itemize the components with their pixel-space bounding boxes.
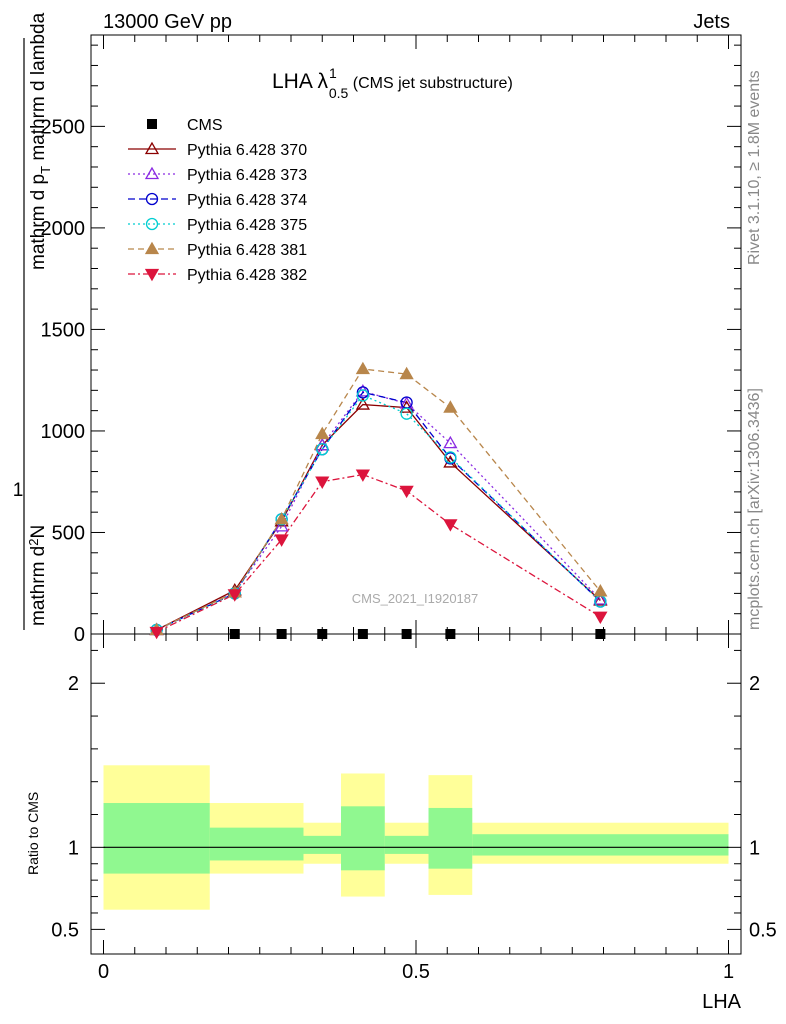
x-axis-label: LHA	[702, 991, 742, 1013]
series-3-point-4	[356, 389, 370, 402]
ratio-ytick-label-right-0: 0.5	[749, 919, 777, 941]
y-label-top-fraction: mathrm d2N	[26, 525, 49, 626]
y-label-top-denominator: mathrm d pT mathrm d lambda	[28, 12, 53, 270]
cms-data-point-5	[445, 629, 456, 639]
ratio-band-green-5	[428, 807, 473, 869]
series-line-0	[156, 403, 601, 631]
header-right: Jets	[693, 11, 730, 33]
series-4-point-3	[315, 426, 330, 440]
series-line-4	[156, 368, 601, 631]
series-1-point-7	[593, 592, 608, 605]
legend-label-2: Pythia 6.428 374	[187, 192, 307, 209]
legend-marker-4	[144, 241, 160, 255]
cms-data-point-0	[229, 629, 240, 639]
series-5-point-6	[443, 519, 458, 532]
legend-marker-5	[144, 268, 160, 282]
series-5-point-2	[274, 534, 289, 547]
legend-label-4: Pythia 6.428 381	[187, 242, 307, 259]
ratio-plot: 0 0.5 1 0.5 0.5 1 1 2 2	[51, 634, 777, 983]
series-4-point-4	[355, 361, 370, 375]
cms-data-point-4	[401, 629, 412, 639]
ratio-ytick-label-2: 2	[68, 673, 79, 695]
ratio-ytick-label-right-2: 2	[749, 673, 760, 695]
cms-data-point-3	[357, 629, 368, 639]
main-ytick-label-5: 2500	[41, 116, 86, 138]
main-plot: 0 500 1000 1500 2000 2500	[41, 35, 741, 646]
series-5-point-5	[399, 485, 414, 499]
legend-label-cms: CMS	[187, 117, 223, 134]
series-0-point-4	[355, 397, 370, 410]
main-ytick-label-4: 2000	[41, 218, 86, 240]
series-4-point-7	[593, 584, 608, 597]
xtick-label-1: 0.5	[402, 961, 430, 983]
series-3-point-3	[316, 443, 329, 456]
ratio-ytick-label-0: 0.5	[51, 919, 79, 941]
ratio-band-green-0	[103, 803, 210, 874]
y-label-one: 1	[13, 480, 24, 501]
series-2-point-4	[356, 386, 370, 399]
header-left: 13000 GeV pp	[103, 11, 232, 33]
ratio-band-green-2	[303, 835, 341, 854]
series-4-point-5	[399, 366, 414, 380]
legend-label-3: Pythia 6.428 375	[187, 217, 307, 234]
xtick-label-0: 0	[98, 961, 109, 983]
legend-marker-2	[145, 192, 159, 206]
mcplots-label: mcplots.cern.ch [arXiv:1306.3436]	[746, 388, 763, 630]
main-ytick-label-0: 0	[74, 624, 85, 646]
series-1-point-2	[274, 519, 289, 532]
ratio-y-label: Ratio to CMS	[25, 792, 41, 875]
legend-label-0: Pythia 6.428 370	[187, 142, 307, 159]
series-4-point-2	[274, 511, 289, 525]
ratio-band-green-3	[341, 806, 385, 871]
ratio-band-green-1	[209, 827, 304, 861]
series-3-point-5	[400, 407, 413, 420]
series-5-point-3	[315, 476, 330, 490]
analysis-watermark: CMS_2021_I1920187	[352, 591, 479, 606]
series-5-point-0	[149, 626, 164, 640]
plot-title: LHA λ1 0.5 (CMS jet substructure)	[272, 65, 513, 101]
legend-marker-0	[144, 141, 160, 155]
y-axis-label: 1 mathrm d2N mathrm d pT mathrm d lambda	[13, 12, 53, 630]
ratio-band-green-6	[472, 834, 729, 856]
series-line-5	[156, 473, 601, 633]
main-ytick-label-2: 1000	[41, 421, 86, 443]
cms-data-point-1	[276, 629, 287, 639]
rivet-label: Rivet 3.1.10, ≥ 1.8M events	[746, 70, 763, 265]
legend-marker-3	[145, 217, 159, 231]
legend: CMS Pythia 6.428 370 Pythia 6.428 373 Pythi…	[128, 117, 307, 284]
series-1-point-6	[443, 435, 458, 449]
main-ytick-label-1: 500	[52, 522, 85, 544]
ratio-band-green-4	[384, 835, 429, 854]
cms-data-point-6	[595, 629, 606, 639]
series-4-point-6	[443, 400, 458, 413]
ratio-ytick-label-1: 1	[68, 837, 79, 859]
legend-label-5: Pythia 6.428 382	[187, 267, 307, 284]
series-3-point-6	[444, 451, 457, 464]
series-5-point-1	[227, 589, 242, 602]
legend-marker-cms	[147, 119, 157, 129]
legend-label-1: Pythia 6.428 373	[187, 167, 307, 184]
legend-marker-1	[144, 166, 160, 180]
main-ytick-label-3: 1500	[41, 319, 86, 341]
series-5-point-4	[355, 469, 370, 482]
series-5-point-7	[593, 611, 608, 625]
ratio-ytick-label-right-1: 1	[749, 837, 760, 859]
xtick-label-2: 1	[723, 961, 734, 983]
